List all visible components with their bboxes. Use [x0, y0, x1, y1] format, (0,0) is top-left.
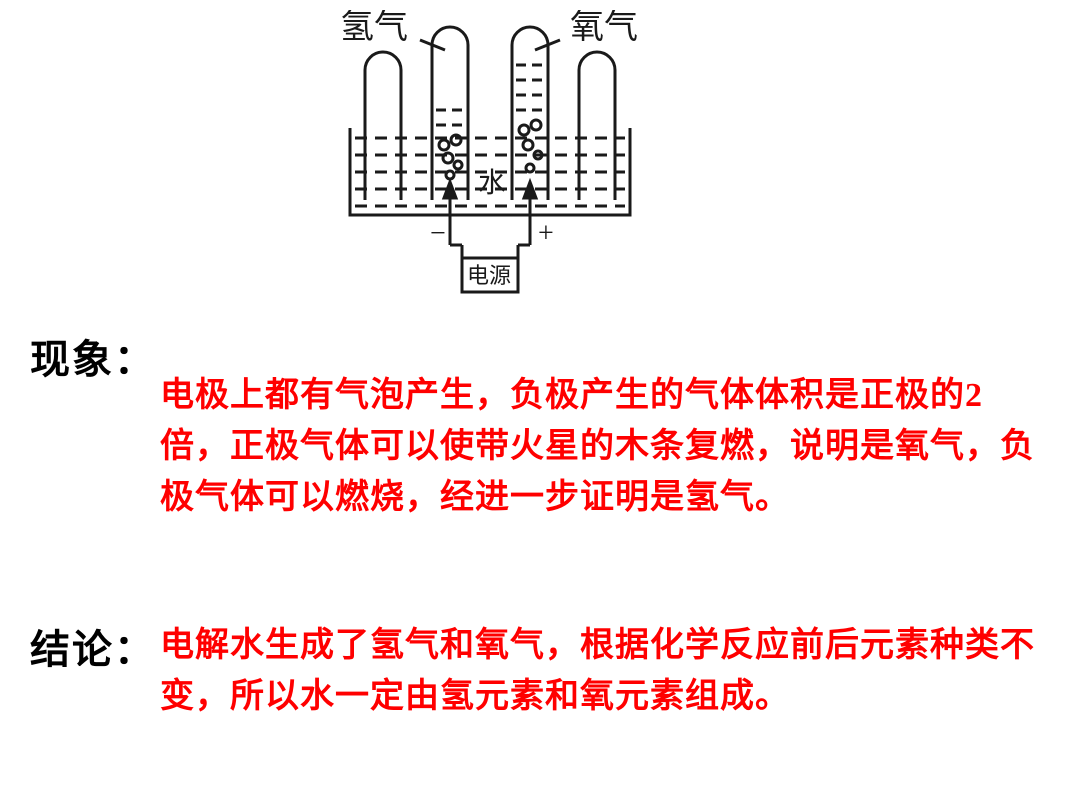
oxygen-label: 氧气: [570, 10, 638, 46]
water-label: 水: [478, 167, 506, 199]
phenomenon-label: 现象：: [30, 330, 156, 390]
conclusion-body: 电解水生成了氢气和氧气，根据化学反应前后元素种类不变，所以水一定由氢元素和氧元素…: [160, 620, 1040, 722]
power-label: 电源: [467, 263, 511, 288]
phenomenon-body: 电极上都有气泡产生，负极产生的气体体积是正极的2倍，正极气体可以使带火星的木条复…: [160, 370, 1040, 523]
conclusion-label: 结论：: [30, 620, 156, 680]
electrolysis-diagram: 氢气 氧气 水 电源 − +: [260, 10, 720, 310]
plus-symbol: +: [538, 218, 554, 249]
minus-symbol: −: [430, 218, 446, 249]
diagram-svg: 氢气 氧气 水 电源 − +: [260, 10, 720, 310]
hydrogen-label: 氢气: [340, 10, 408, 46]
